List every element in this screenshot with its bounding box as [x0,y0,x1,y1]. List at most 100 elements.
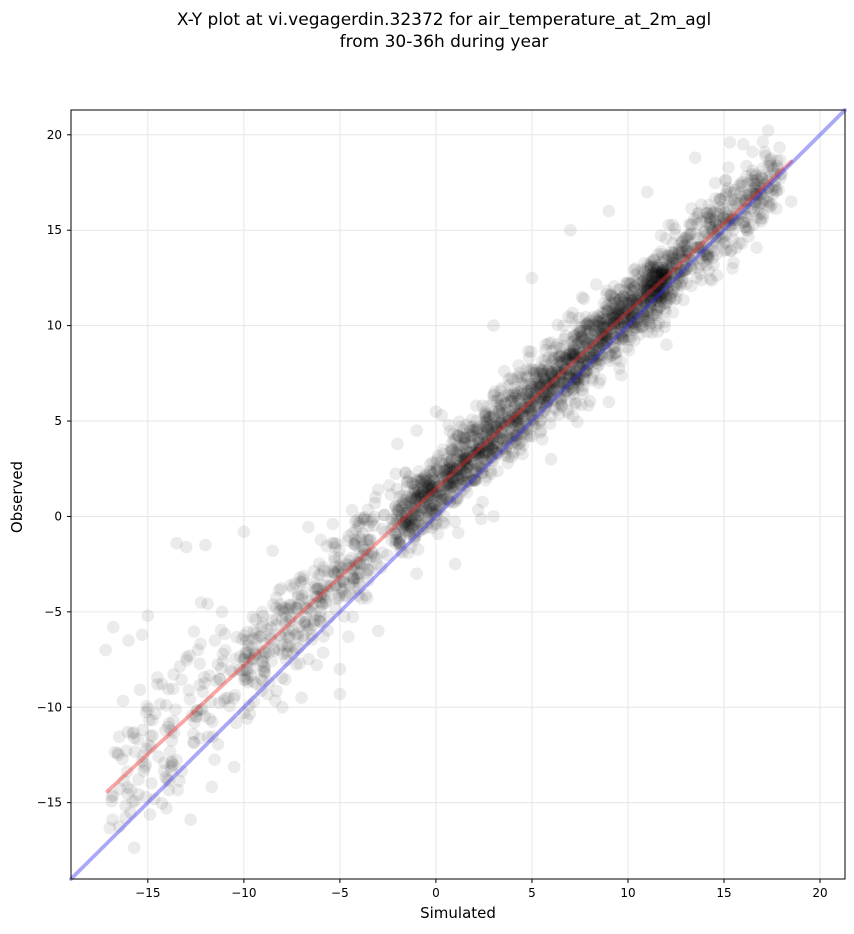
data-point [479,420,492,434]
data-point [249,647,262,660]
data-point [575,335,588,349]
data-point [440,482,454,496]
data-point [438,489,452,503]
data-point [460,462,474,476]
data-point [685,238,698,251]
data-point [634,292,648,306]
data-point [167,726,181,739]
data-point [724,244,737,258]
data-point [695,241,709,254]
data-point [484,467,498,481]
data-point [643,299,657,313]
data-point [419,475,432,488]
data-point [242,634,255,647]
data-point [421,504,434,517]
data-point [468,448,482,462]
x-tick-label: −5 [331,886,349,900]
data-point [638,315,651,328]
data-point [404,499,417,513]
data-point [469,399,483,413]
data-point [494,426,508,439]
data-point [648,288,661,302]
data-point [576,357,589,370]
data-point [432,479,446,493]
data-point [651,285,664,298]
data-point [525,271,539,285]
data-point [761,174,774,188]
data-point [617,315,630,329]
data-point [143,808,157,821]
data-point [596,320,609,334]
data-point [400,500,414,514]
data-point [655,268,669,282]
data-point [570,366,583,380]
data-point [113,782,126,796]
data-point [452,429,466,443]
data-point [113,730,126,744]
data-point [565,345,579,359]
data-point [584,350,598,364]
data-point [740,223,753,236]
data-point [211,658,225,671]
data-point [647,254,661,268]
data-point [643,297,657,311]
data-point [513,423,526,436]
data-point [644,258,657,272]
data-point [533,387,546,401]
data-point [711,230,724,244]
data-point [314,588,328,601]
data-point [246,653,260,667]
data-point [349,523,363,537]
data-point [658,271,671,285]
data-point [588,325,602,339]
data-point [558,362,572,376]
data-point [257,660,271,673]
data-point [650,306,664,320]
data-point [187,727,200,741]
data-point [611,332,625,345]
data-point [557,360,570,374]
data-point [511,426,525,439]
data-point [571,377,585,390]
data-point [446,472,460,485]
data-point [566,340,580,354]
data-point [650,280,663,293]
data-point [677,265,691,278]
data-point [749,187,763,201]
data-point [240,625,254,639]
data-point [482,439,495,453]
data-point [319,596,332,610]
data-point [703,220,717,234]
data-point [472,421,485,435]
data-point [607,280,621,293]
data-point [291,627,305,640]
data-point [361,533,374,547]
data-point [601,311,614,325]
data-point [508,381,521,395]
data-point [421,481,434,494]
data-point [561,377,575,390]
data-point [614,369,628,382]
data-point [507,412,521,426]
data-point [529,385,543,399]
data-point [607,302,620,316]
data-point [549,374,562,387]
data-point [599,299,613,313]
data-point [492,406,506,419]
data-point [591,339,604,353]
data-point [561,384,574,398]
data-point [514,397,528,411]
data-point [640,185,654,199]
data-point [522,392,536,405]
data-point [655,268,669,282]
x-tick-label: 10 [620,886,635,900]
data-point [586,374,599,387]
data-point [151,671,164,684]
data-point [239,673,253,687]
data-point [528,372,542,386]
data-point [376,522,389,536]
data-point [637,308,651,322]
data-point [655,292,668,305]
data-point [409,512,422,526]
